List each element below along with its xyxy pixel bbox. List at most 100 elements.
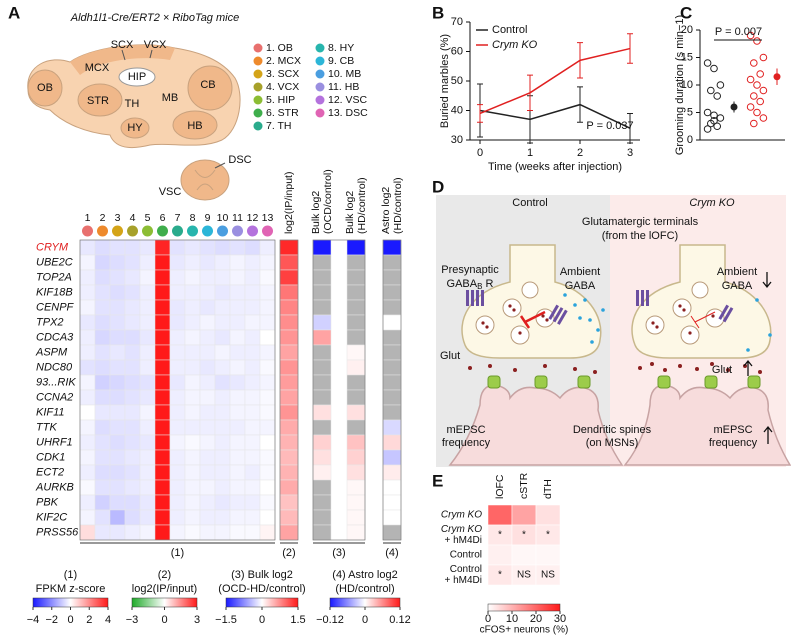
heatmap-cell: [229, 299, 246, 316]
heatmap-cell: [109, 329, 126, 346]
colorbar-tick-label: −2: [45, 614, 58, 626]
heatmap-cell: [214, 314, 231, 331]
heatmap-cell: [312, 419, 332, 436]
heatmap-cell: [382, 254, 402, 271]
heatmap-cell: [79, 509, 96, 526]
colorbar-tick-label: 3: [194, 614, 200, 626]
legend-swatch: [253, 56, 263, 66]
region-label: CB: [200, 79, 215, 91]
heatmap-cell: [382, 374, 402, 391]
heatmap-cell: [109, 524, 126, 541]
heatmap-cell: [312, 239, 332, 256]
heatmap-cell: [139, 254, 156, 271]
heatmap-cell: [139, 479, 156, 496]
row-label: CCNA2: [36, 391, 73, 403]
point: [716, 114, 725, 122]
heatmap-cell: [259, 479, 276, 496]
x-tick-label: 3: [627, 147, 633, 159]
label: mEPSC: [446, 424, 485, 436]
heatmap-cell: [244, 509, 261, 526]
row-label: Crym KO: [441, 510, 482, 521]
heatmap-cell: [382, 299, 402, 316]
heatmap-cell: [346, 434, 366, 451]
column-label: 5: [145, 212, 151, 224]
column-label: 2: [100, 212, 106, 224]
heatmap-cell: [139, 269, 156, 286]
label: Dendritic spines: [573, 424, 652, 436]
heatmap-cell: [184, 284, 201, 301]
legend-label: 9. CB: [328, 55, 354, 67]
cell-label: *: [498, 530, 502, 541]
point: [713, 92, 722, 100]
label: GABA: [447, 278, 478, 290]
column-label: (HD/control): [392, 177, 404, 234]
y-tick-label: 15: [681, 51, 693, 63]
heatmap-cell: [184, 449, 201, 466]
row-label: CDK1: [36, 451, 65, 463]
heatmap-cell: [346, 404, 366, 421]
inhibition: [690, 311, 716, 329]
arrows: [743, 272, 773, 444]
column-label: Bulk log2: [310, 191, 322, 234]
point: [759, 53, 768, 62]
leader: [149, 49, 153, 59]
x-axis-label: Time (weeks after injection): [488, 161, 622, 173]
row-label: CDCA3: [36, 331, 74, 343]
region-label: DSC: [228, 154, 251, 166]
heatmap-cell: [79, 344, 96, 361]
heatmap-cell: [229, 404, 246, 421]
panel-label: C: [680, 3, 692, 22]
heatmap-cell: [124, 374, 141, 391]
point: [746, 103, 755, 111]
heatmap-cell: [94, 419, 111, 436]
heatmap-cell: [382, 524, 402, 541]
error-bar: [627, 33, 633, 64]
spinal-gray: [194, 169, 216, 191]
heatmap-cell: [244, 299, 261, 316]
column-swatch: [142, 225, 153, 237]
heatmap-cell: [229, 434, 246, 451]
column-label: 13: [262, 212, 274, 224]
heatmap-cell: [184, 464, 201, 481]
heatmap-cell: [214, 329, 231, 346]
row-label: TPX2: [36, 316, 64, 328]
error-bar: [577, 86, 583, 123]
heatmap-cell: [139, 464, 156, 481]
column-swatch: [187, 225, 198, 237]
heatmap-cell: [109, 509, 126, 526]
heatmap-cell: [169, 494, 186, 511]
row-label: 93...RIK: [36, 376, 76, 388]
heatmap-cell: [244, 464, 261, 481]
heatmap-cell: [214, 479, 231, 496]
legend-label: 3. SCX: [266, 68, 299, 80]
heatmap-cell: [312, 359, 332, 376]
legend-label: 11. HB: [328, 81, 359, 93]
heatmap-cell: [154, 314, 171, 331]
heatmap-cell: [169, 389, 186, 406]
colorbar-tick-label: 1.5: [290, 614, 305, 626]
label: R: [482, 278, 493, 290]
heatmap-cell: [79, 284, 96, 301]
column-label: (OCD/control): [322, 169, 334, 234]
heatmap-cell: [124, 449, 141, 466]
heatmap-cell: [199, 449, 216, 466]
cell-label: *: [498, 570, 502, 581]
heatmap-cell: [94, 269, 111, 286]
heatmap-label: (3): [332, 547, 345, 559]
heatmap-cell: [259, 374, 276, 391]
heatmap-cell: [139, 284, 156, 301]
heatmap-cell: [154, 299, 171, 316]
hindbrain: [172, 110, 218, 140]
colorbar-title: (1): [64, 569, 77, 581]
heatmap-cell: [259, 404, 276, 421]
heatmap-cell: [244, 284, 261, 301]
region-label: HY: [127, 122, 143, 134]
point: [756, 97, 765, 106]
row-label: CENPF: [36, 301, 75, 313]
legend-label: 1. OB: [266, 42, 293, 54]
heatmap-cell: [312, 404, 332, 421]
error-bar: [477, 104, 483, 123]
heatmap-cell: [214, 299, 231, 316]
heatmap-cell: [382, 509, 402, 526]
